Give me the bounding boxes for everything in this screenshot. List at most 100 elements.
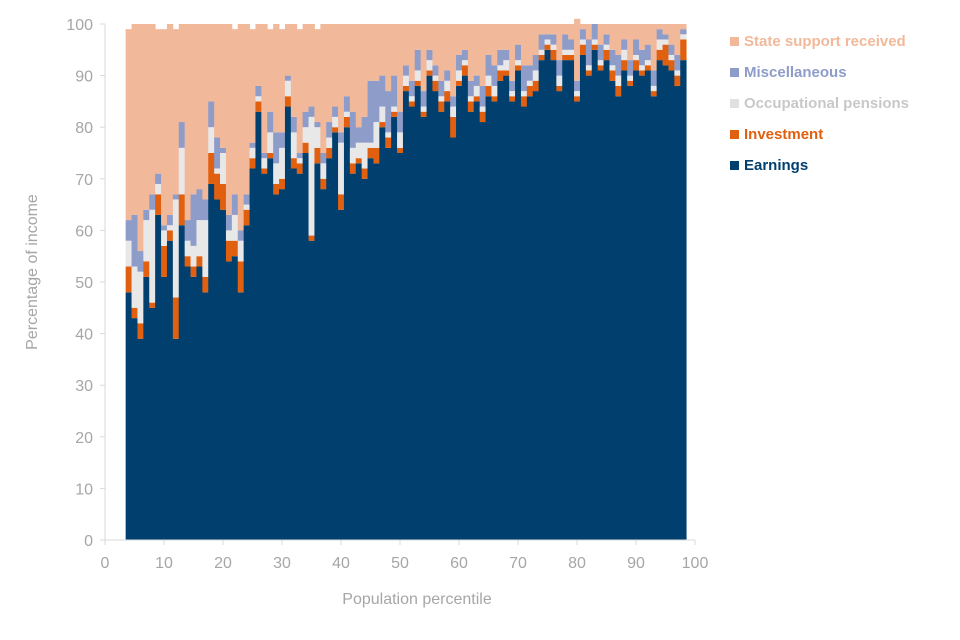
bar-segment-state-support-received-p14 (184, 24, 191, 221)
bar-segment-occupational-pensions-p31 (284, 80, 292, 97)
bar-segment-state-support-received-p9 (155, 29, 162, 174)
bar-segment-state-support-received-p45 (367, 24, 374, 81)
y-tick-label-80: 80 (75, 120, 93, 137)
bar-segment-investment-p12 (172, 297, 180, 339)
bar-segment-occupational-pensions-p17 (202, 220, 209, 277)
bar-segment-earnings-p90 (633, 70, 640, 540)
bar-segment-occupational-pensions-p72 (526, 80, 534, 86)
bar-segment-occupational-pensions-p94 (656, 39, 663, 50)
bar-segment-occupational-pensions-p41 (343, 111, 351, 117)
bar-segment-occupational-pensions-p87 (615, 75, 622, 86)
bar-segment-earnings-p68 (503, 75, 510, 540)
bar-segment-occupational-pensions-p70 (515, 60, 522, 66)
bar-segment-earnings-p53 (414, 85, 422, 541)
bar-segment-investment-p95 (662, 44, 669, 66)
bar-segment-investment-p39 (332, 127, 339, 133)
bar-segment-investment-p68 (503, 70, 510, 76)
bar-segment-state-support-received-p27 (261, 24, 268, 153)
bar-segment-state-support-received-p78 (562, 24, 569, 35)
bar-segment-earnings-p36 (314, 163, 321, 540)
bar-segment-state-support-received-p91 (638, 24, 646, 50)
bar-segment-state-support-received-p77 (556, 24, 563, 61)
bar-segment-earnings-p35 (308, 240, 315, 540)
bar-segment-earnings-p15 (190, 276, 197, 540)
bar-segment-miscellaneous-p57 (438, 80, 445, 97)
bar-segment-occupational-pensions-p59 (450, 106, 457, 117)
bar-segment-earnings-p88 (621, 70, 628, 540)
bar-segment-occupational-pensions-p10 (161, 230, 168, 246)
bar-segment-miscellaneous-p89 (627, 60, 634, 76)
bar-segment-occupational-pensions-p89 (627, 75, 634, 81)
bar-segment-investment-p67 (497, 70, 504, 81)
bar-segment-miscellaneous-p65 (485, 54, 492, 76)
bar-segment-miscellaneous-p43 (355, 127, 363, 143)
bar-segment-miscellaneous-p53 (414, 49, 422, 71)
bar-segment-occupational-pensions-p67 (497, 65, 504, 71)
bar-segment-investment-p25 (249, 158, 256, 169)
bar-segment-investment-p98 (680, 39, 687, 61)
bar-segment-occupational-pensions-p55 (426, 60, 433, 71)
bar-segment-investment-p6 (137, 323, 144, 339)
bar-segment-earnings-p97 (674, 85, 681, 541)
bar-segment-state-support-received-p23 (237, 24, 245, 231)
bar-segment-earnings-p60 (456, 85, 463, 541)
bar-segment-miscellaneous-p39 (332, 106, 339, 117)
bar-segment-occupational-pensions-p28 (267, 132, 274, 153)
bar-segment-earnings-p9 (155, 214, 162, 541)
bar-segment-miscellaneous-p48 (385, 91, 392, 133)
bar-segment-occupational-pensions-p8 (149, 209, 156, 303)
bar-segment-occupational-pensions-p25 (249, 147, 256, 159)
bar-segment-occupational-pensions-p86 (609, 65, 616, 71)
bar-segment-earnings-p85 (603, 60, 610, 541)
bar-segment-state-support-received-p33 (296, 29, 304, 153)
bar-segment-state-support-received-p8 (149, 24, 156, 195)
bar-segment-state-support-received-p87 (615, 24, 622, 55)
bar-segment-occupational-pensions-p44 (361, 142, 368, 169)
bar-segment-investment-p69 (509, 96, 516, 102)
bar-segment-occupational-pensions-p13 (178, 147, 186, 195)
bar-segment-miscellaneous-p75 (544, 34, 551, 40)
bar-segment-earnings-p19 (214, 199, 221, 540)
bar-segment-occupational-pensions-p21 (225, 230, 233, 241)
bar-segment-state-support-received-p82 (585, 24, 593, 40)
bar-segment-miscellaneous-p20 (220, 147, 227, 153)
bar-segment-miscellaneous-p76 (550, 34, 557, 45)
bar-segment-investment-p82 (585, 70, 593, 76)
bar-segment-investment-p83 (591, 44, 599, 50)
bar-segment-state-support-received-p59 (450, 24, 457, 97)
bar-segment-state-support-received-p57 (438, 24, 445, 81)
bar-segment-earnings-p69 (509, 101, 516, 541)
bar-segment-occupational-pensions-p79 (568, 49, 575, 55)
bar-segment-miscellaneous-p16 (196, 189, 203, 221)
x-tick-label-60: 60 (450, 555, 468, 572)
bar-segment-earnings-p27 (261, 173, 268, 540)
bar-segment-miscellaneous-p87 (615, 54, 622, 76)
bar-segment-earnings-p41 (343, 127, 351, 540)
bar-segment-earnings-p42 (349, 173, 357, 540)
bar-segment-occupational-pensions-p60 (456, 70, 463, 81)
bar-segment-state-support-received-p74 (538, 24, 545, 35)
bar-segment-investment-p76 (550, 49, 557, 61)
bar-segment-miscellaneous-p66 (491, 65, 498, 86)
bar-segment-state-support-received-p62 (467, 24, 475, 81)
bar-segment-state-support-received-p37 (320, 24, 327, 153)
bar-segment-occupational-pensions-p26 (255, 96, 262, 102)
bar-segment-investment-p84 (597, 65, 604, 71)
bar-segment-state-support-received-p39 (332, 24, 339, 107)
bar-segment-earnings-p38 (326, 158, 333, 540)
bar-segment-miscellaneous-p19 (214, 137, 221, 169)
bar-segment-earnings-p77 (556, 91, 563, 540)
bar-segment-miscellaneous-p42 (349, 111, 357, 148)
legend-swatch-earnings (730, 161, 739, 170)
bar-segment-miscellaneous-p11 (166, 214, 174, 226)
bar-segment-miscellaneous-p58 (444, 70, 451, 81)
bar-segment-miscellaneous-p98 (680, 29, 687, 35)
bar-segment-earnings-p89 (627, 85, 634, 541)
bar-segment-miscellaneous-p41 (343, 96, 351, 112)
bar-segment-earnings-p67 (497, 80, 504, 540)
bar-segment-occupational-pensions-p38 (326, 137, 333, 148)
bar-segment-earnings-p55 (426, 75, 433, 540)
y-tick-label-30: 30 (75, 378, 93, 395)
bar-segment-occupational-pensions-p16 (196, 220, 203, 257)
